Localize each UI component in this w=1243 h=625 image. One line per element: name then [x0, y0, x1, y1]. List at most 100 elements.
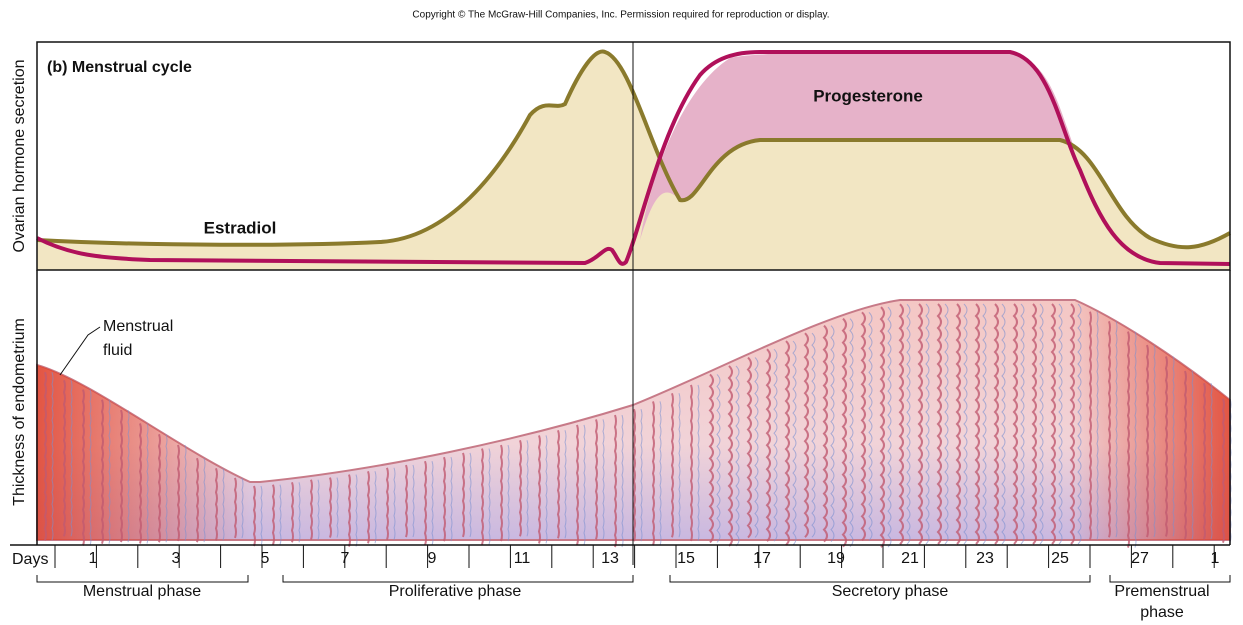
gland	[1221, 398, 1225, 544]
gland	[328, 477, 332, 538]
progesterone-label: Progesterone	[813, 86, 923, 105]
vessel	[70, 380, 73, 537]
vessel	[1210, 382, 1213, 540]
day-label: 17	[753, 550, 771, 567]
vessel	[1077, 303, 1082, 545]
day-label: 27	[1131, 550, 1149, 567]
vessel	[583, 424, 586, 546]
gland	[1088, 311, 1092, 540]
vessel	[944, 303, 949, 545]
vessel	[260, 485, 263, 547]
copyright: Copyright © The McGraw-Hill Companies, I…	[412, 10, 829, 21]
progesterone-curve	[36, 50, 1231, 266]
gland	[366, 470, 370, 544]
vessel	[868, 311, 873, 541]
vessel	[659, 401, 662, 546]
day-label: 25	[1051, 550, 1069, 567]
vessel	[507, 444, 510, 542]
gland	[746, 356, 752, 539]
vessel	[317, 479, 320, 540]
vessel	[773, 348, 778, 542]
gland	[1126, 331, 1130, 548]
vessel	[488, 448, 491, 545]
vessel	[925, 303, 930, 545]
estradiol-label: Estradiol	[204, 218, 277, 237]
vessel	[203, 457, 206, 543]
gland	[214, 467, 218, 541]
vessel	[393, 467, 396, 540]
vessel	[1096, 311, 1099, 540]
gland	[271, 484, 275, 546]
gland	[233, 477, 237, 539]
gland	[1107, 320, 1111, 538]
vessel	[51, 372, 54, 541]
gland	[594, 419, 598, 540]
gland	[1012, 303, 1018, 545]
premenstrual-blood	[1070, 300, 1230, 540]
gland	[708, 373, 714, 544]
gland	[575, 424, 579, 546]
day-label: 23	[976, 550, 994, 567]
vessel	[982, 303, 987, 545]
phase-bracket	[282, 575, 634, 583]
phase-label: phase	[1140, 604, 1184, 621]
gland	[499, 444, 503, 542]
gland	[1145, 344, 1149, 538]
vessel	[830, 325, 835, 542]
vessel	[887, 306, 892, 548]
day-label: 13	[601, 550, 619, 567]
vessel	[127, 409, 130, 543]
vessel	[298, 482, 301, 543]
gland	[43, 371, 47, 541]
vessel	[1134, 331, 1137, 548]
vessel	[640, 409, 643, 542]
gland	[613, 414, 617, 548]
gland	[119, 409, 123, 543]
annotation-line: Menstrual	[103, 318, 173, 335]
vessel	[678, 393, 681, 538]
day-label: 15	[677, 550, 695, 567]
day-label: 1	[89, 550, 98, 567]
day-label: 21	[901, 550, 919, 567]
gland	[955, 303, 961, 545]
vessel	[735, 365, 740, 547]
gland	[1050, 303, 1056, 545]
gland	[100, 399, 104, 544]
gland	[1031, 303, 1037, 545]
vessel	[412, 464, 415, 538]
gland	[1164, 356, 1168, 537]
top-axis-label: Ovarian hormone secretion	[11, 60, 28, 253]
gland	[651, 401, 655, 546]
gland	[1069, 303, 1075, 545]
gland	[1183, 370, 1187, 540]
vessel	[792, 340, 797, 546]
vessel	[165, 434, 168, 543]
vessel	[279, 484, 282, 545]
gland	[62, 379, 66, 537]
gland	[385, 467, 389, 541]
gland	[993, 303, 999, 545]
gland	[442, 456, 446, 542]
annotation-line: fluid	[103, 342, 132, 359]
gland	[423, 460, 427, 546]
day-label: 19	[827, 550, 845, 567]
vessel	[336, 477, 339, 538]
estradiol-curve	[36, 49, 1231, 250]
vessel	[1020, 303, 1025, 545]
gland	[689, 384, 693, 542]
vessel	[849, 318, 854, 547]
gland	[138, 423, 142, 544]
gland	[176, 444, 180, 542]
vessel	[811, 332, 816, 538]
vessel	[906, 303, 911, 545]
day-label: 11	[514, 550, 531, 567]
gland	[784, 340, 790, 546]
gland	[841, 317, 847, 548]
gland	[917, 303, 923, 545]
gland	[404, 464, 408, 538]
vessel	[469, 452, 472, 538]
gland	[974, 303, 980, 545]
progesterone-area	[640, 50, 1075, 241]
gland	[157, 433, 161, 543]
phase-label: Premenstrual	[1114, 583, 1209, 600]
